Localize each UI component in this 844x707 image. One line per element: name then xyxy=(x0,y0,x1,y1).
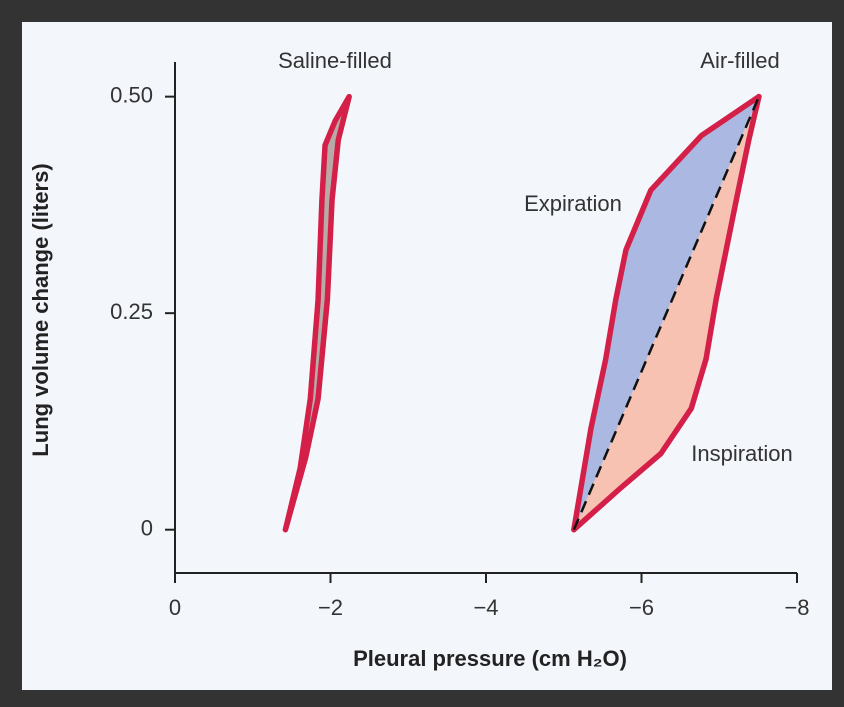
x-tick-label: −4 xyxy=(473,595,498,620)
y-axis-label: Lung volume change (liters) xyxy=(28,163,53,456)
series-label: Inspiration xyxy=(691,441,793,466)
curve xyxy=(571,93,762,533)
y-tick-label: 0 xyxy=(141,516,153,541)
x-axis-label: Pleural pressure (cm H₂O) xyxy=(353,646,627,671)
annotation: Air-filled xyxy=(700,48,779,73)
x-tick-label: 0 xyxy=(169,595,181,620)
curve xyxy=(282,93,352,533)
x-tick-label: −8 xyxy=(784,595,809,620)
series-label: Expiration xyxy=(524,191,622,216)
x-tick-label: −2 xyxy=(318,595,343,620)
curve xyxy=(571,93,762,533)
x-tick-label: −6 xyxy=(629,595,654,620)
series-label: Saline-filled xyxy=(278,48,392,73)
dashed-line xyxy=(572,96,761,531)
y-tick-label: 0.50 xyxy=(110,82,153,107)
y-tick-label: 0.25 xyxy=(110,299,153,324)
chart-background xyxy=(22,22,832,690)
